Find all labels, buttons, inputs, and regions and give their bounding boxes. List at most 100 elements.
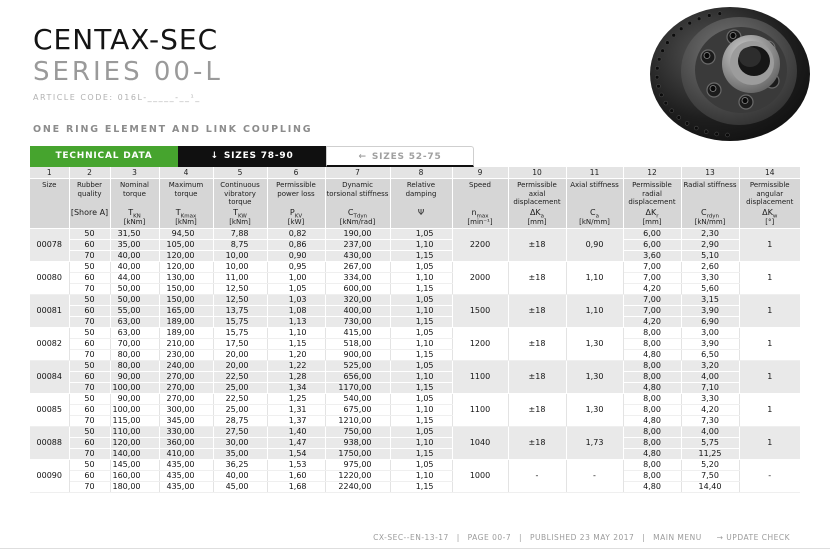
radial-displacement-cell: 7,00 — [623, 261, 682, 273]
value-cell: 160,00 — [110, 470, 160, 482]
shore-hardness-cell: 70 — [69, 382, 111, 394]
value-cell: 45,00 — [213, 481, 268, 493]
value-cell: 518,00 — [325, 338, 391, 350]
value-cell: 2240,00 — [325, 481, 391, 493]
angular-displacement-cell: 1 — [739, 228, 800, 262]
value-cell: 334,00 — [325, 272, 391, 284]
angular-displacement-cell: 1 — [739, 393, 800, 427]
axial-displacement-cell: ±18 — [508, 228, 567, 262]
column-header-14: Permissible angular displacement ΔKw [°] — [739, 178, 800, 229]
value-cell: 1,10 — [390, 437, 453, 449]
value-cell: 22,50 — [213, 393, 268, 405]
column-symbol: ΔKa — [529, 208, 545, 220]
radial-stiffness-cell: 3,20 — [681, 360, 740, 372]
value-cell: 1,10 — [390, 272, 453, 284]
tab-sizes-78-90[interactable]: ↓ SIZES 78-90 — [178, 146, 326, 167]
table-row: 70 140,00 410,00 35,00 1,54 1750,00 1,15 4,80 11… — [30, 448, 800, 460]
radial-displacement-cell: 4,80 — [623, 382, 682, 394]
radial-stiffness-cell: 4,20 — [681, 404, 740, 416]
value-cell: 120,00 — [159, 261, 214, 273]
table-row: 70 80,00 230,00 20,00 1,20 900,00 1,15 4,80 6,50 — [30, 349, 800, 361]
column-name: Permissible power loss — [276, 181, 316, 198]
value-cell: 1,15 — [390, 481, 453, 493]
radial-displacement-cell: 8,00 — [623, 437, 682, 449]
value-cell: 1,15 — [390, 415, 453, 427]
value-cell: 1,25 — [267, 393, 326, 405]
column-name: Maximum torque — [168, 181, 204, 198]
angular-displacement-cell: 1 — [739, 360, 800, 394]
radial-stiffness-cell: 6,50 — [681, 349, 740, 361]
shore-hardness-cell: 70 — [69, 415, 111, 427]
value-cell: 100,00 — [110, 404, 160, 416]
radial-stiffness-cell: 5,20 — [681, 459, 740, 471]
value-cell: 12,50 — [213, 294, 268, 306]
value-cell: 1,22 — [267, 360, 326, 372]
value-cell: 267,00 — [325, 261, 391, 273]
value-cell: 1170,00 — [325, 382, 391, 394]
value-cell: 27,50 — [213, 426, 268, 438]
section-heading: ONE RING ELEMENT AND LINK COUPLING — [33, 124, 313, 135]
axial-displacement-cell: ±18 — [508, 360, 567, 394]
value-cell: 35,00 — [213, 448, 268, 460]
value-cell: 1,60 — [267, 470, 326, 482]
value-cell: 525,00 — [325, 360, 391, 372]
page-number: PAGE 00-7 — [467, 533, 512, 542]
value-cell: 1,34 — [267, 382, 326, 394]
column-header-row: Size Rubber quality [Shore A] Nominal torqu… — [30, 178, 800, 229]
published-date: PUBLISHED 23 MAY 2017 — [529, 533, 635, 542]
column-number: 2 — [69, 167, 111, 179]
tab-sizes-52-75[interactable]: ← SIZES 52-75 — [326, 146, 474, 167]
value-cell: 900,00 — [325, 349, 391, 361]
angular-displacement-cell: - — [739, 459, 800, 493]
axial-displacement-cell: ±18 — [508, 426, 567, 460]
radial-stiffness-cell: 11,25 — [681, 448, 740, 460]
down-arrow-icon: ↓ — [210, 151, 219, 161]
column-header-9: Speed nmax [min⁻¹] — [452, 178, 509, 229]
column-number: 1 — [30, 167, 70, 179]
radial-stiffness-cell: 2,60 — [681, 261, 740, 273]
column-number: 6 — [267, 167, 326, 179]
value-cell: 25,00 — [213, 404, 268, 416]
radial-displacement-cell: 8,00 — [623, 327, 682, 339]
radial-displacement-cell: 4,80 — [623, 448, 682, 460]
radial-stiffness-cell: 2,30 — [681, 228, 740, 240]
column-number: 14 — [739, 167, 800, 179]
column-name: Axial stiffness — [570, 181, 619, 189]
tab-label: SIZES 78-90 — [223, 151, 294, 161]
angular-displacement-cell: 1 — [739, 294, 800, 328]
column-symbol: ΔKw — [762, 208, 778, 220]
column-header-10: Permissible axial displacement ΔKa [mm] — [508, 178, 567, 229]
value-cell: 11,00 — [213, 272, 268, 284]
left-arrow-icon: ← — [358, 152, 367, 162]
series-title: SERIES 00-L — [33, 57, 223, 87]
radial-stiffness-cell: 3,90 — [681, 338, 740, 350]
main-menu-link[interactable]: MAIN MENU — [653, 533, 702, 542]
value-cell: 1,10 — [390, 338, 453, 350]
value-cell: 1,05 — [267, 283, 326, 295]
shore-hardness-cell: 70 — [69, 481, 111, 493]
shore-hardness-cell: 50 — [69, 360, 111, 372]
column-unit: [kNm] — [123, 218, 146, 226]
value-cell: 675,00 — [325, 404, 391, 416]
tab-technical-data: TECHNICAL DATA — [30, 146, 178, 167]
value-cell: 1,37 — [267, 415, 326, 427]
radial-stiffness-cell: 4,00 — [681, 371, 740, 383]
radial-stiffness-cell: 7,30 — [681, 415, 740, 427]
axial-stiffness-cell: 1,10 — [566, 261, 624, 295]
update-check-link[interactable]: → UPDATE CHECK — [716, 533, 790, 542]
value-cell: 22,50 — [213, 371, 268, 383]
value-cell: 320,00 — [325, 294, 391, 306]
table-row: 70 180,00 435,00 45,00 1,68 2240,00 1,15 4,80 14… — [30, 481, 800, 493]
speed-cell: 1100 — [452, 393, 509, 427]
table-row: 70 40,00 120,00 10,00 0,90 430,00 1,15 3,60 5,10 — [30, 250, 800, 262]
value-cell: 1,15 — [390, 250, 453, 262]
table-row: 70 50,00 150,00 12,50 1,05 600,00 1,15 4,20 5,60 — [30, 283, 800, 295]
value-cell: 12,50 — [213, 283, 268, 295]
radial-displacement-cell: 4,20 — [623, 283, 682, 295]
size-cell: 00078 — [30, 228, 70, 262]
radial-stiffness-cell: 3,30 — [681, 393, 740, 405]
value-cell: 35,00 — [110, 239, 160, 251]
axial-stiffness-cell: 1,30 — [566, 360, 624, 394]
speed-cell: 2000 — [452, 261, 509, 295]
